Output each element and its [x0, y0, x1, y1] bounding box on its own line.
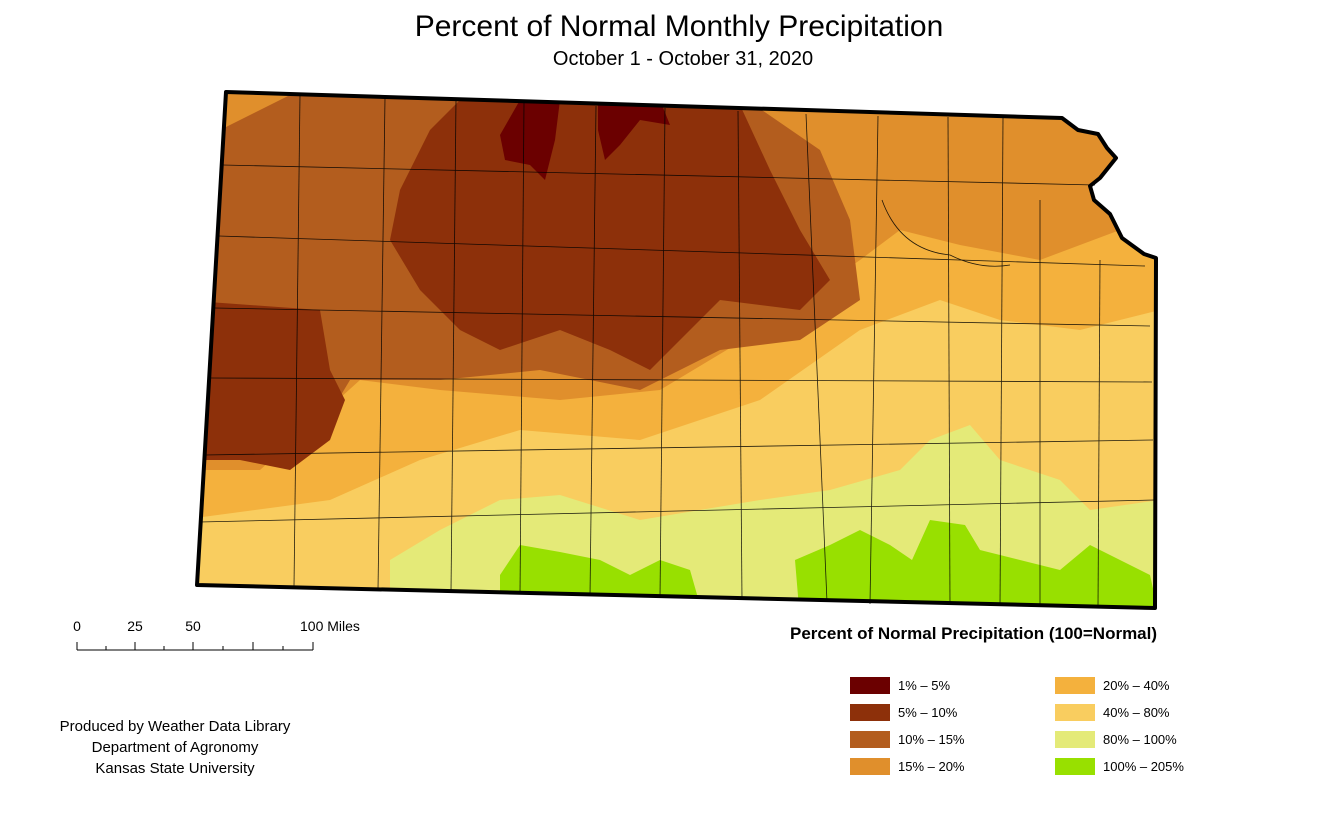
legend-swatch	[1055, 758, 1095, 775]
legend-item-80-100: 80% – 100%	[1055, 731, 1177, 748]
scale-bar-ruler	[76, 642, 314, 651]
zone-5-10-southwest	[197, 300, 345, 470]
legend-swatch	[850, 758, 890, 775]
legend-label: 10% – 15%	[898, 732, 965, 747]
legend-swatch	[850, 731, 890, 748]
legend-label: 100% – 205%	[1103, 759, 1184, 774]
county-boundaries	[199, 94, 1155, 608]
scale-bar: 0 25 50 100 Miles	[60, 612, 390, 662]
zone-100-205-b	[795, 520, 1156, 608]
legend-swatch	[850, 677, 890, 694]
kansas-state-outline	[195, 90, 1158, 610]
zone-1-5-a	[500, 100, 560, 180]
credits-line-1: Produced by Weather Data Library	[59, 718, 291, 735]
legend-swatch	[850, 704, 890, 721]
legend-swatch	[1055, 704, 1095, 721]
legend-label: 80% – 100%	[1103, 732, 1177, 747]
credits-line-2: Department of Agronomy	[91, 739, 259, 756]
zone-1-5-b	[598, 100, 670, 160]
legend-item-100-205: 100% – 205%	[1055, 758, 1184, 775]
scale-label-50: 50	[185, 618, 201, 634]
credits-line-3: Kansas State University	[95, 760, 255, 777]
legend-swatch	[1055, 731, 1095, 748]
legend-label: 1% – 5%	[898, 678, 951, 693]
map-title: Percent of Normal Monthly Precipitation	[414, 10, 944, 43]
legend-swatch	[1055, 677, 1095, 694]
legend-item-15-20: 15% – 20%	[850, 758, 965, 775]
scale-label-25: 25	[127, 618, 143, 634]
legend-item-1-5: 1% – 5%	[850, 677, 950, 694]
scale-label-100: 100 Miles	[300, 618, 360, 634]
zone-5-10-central	[390, 100, 830, 370]
legend-label: 15% – 20%	[898, 759, 965, 774]
credits: Produced by Weather Data Library Departm…	[30, 716, 320, 779]
legend-item-20-40: 20% – 40%	[1055, 677, 1170, 694]
legend-label: 40% – 80%	[1103, 705, 1170, 720]
legend-item-10-15: 10% – 15%	[850, 731, 965, 748]
legend-item-40-80: 40% – 80%	[1055, 704, 1170, 721]
map-subtitle: October 1 - October 31, 2020	[552, 48, 814, 70]
legend-label: 5% – 10%	[898, 705, 958, 720]
scale-label-0: 0	[73, 618, 81, 634]
legend-item-5-10: 5% – 10%	[850, 704, 957, 721]
precipitation-zones	[197, 92, 1156, 608]
legend-label: 20% – 40%	[1103, 678, 1170, 693]
legend-title: Percent of Normal Precipitation (100=Nor…	[790, 624, 1158, 643]
